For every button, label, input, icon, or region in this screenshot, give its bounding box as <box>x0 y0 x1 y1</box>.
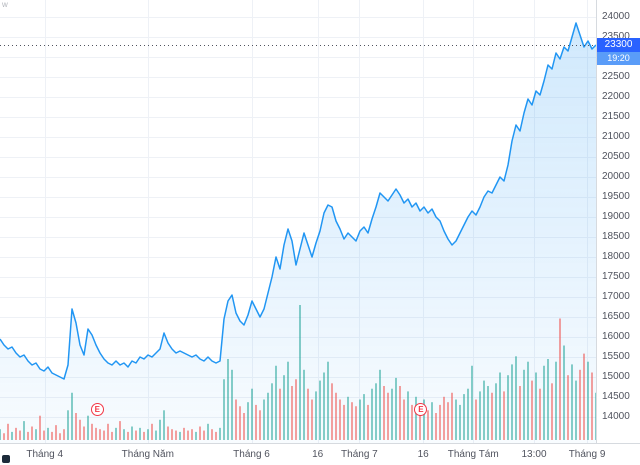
earnings-marker[interactable]: E <box>90 403 104 416</box>
price-tick-label: 18000 <box>602 251 630 262</box>
price-tick-label: 23500 <box>602 31 630 42</box>
bar-countdown-label: 19:20 <box>597 52 640 65</box>
watermark-text: w <box>2 0 8 9</box>
price-tick-label: 20000 <box>602 171 630 182</box>
price-tick-label: 21000 <box>602 131 630 142</box>
last-price-label: 23300 <box>597 38 640 52</box>
price-tick-label: 17000 <box>602 291 630 302</box>
time-tick-label: 16 <box>417 449 429 460</box>
time-tick-label: Tháng Năm <box>121 449 174 460</box>
time-axis[interactable]: Tháng 4 Tháng Năm Tháng 6 16 Tháng 7 16 Tháng … <box>0 443 640 465</box>
price-tick-label: 16500 <box>602 311 630 322</box>
price-tick-label: 22000 <box>602 91 630 102</box>
price-chart-canvas[interactable] <box>0 0 596 443</box>
price-tick-label: 16000 <box>602 331 630 342</box>
price-tick-label: 19500 <box>602 191 630 202</box>
price-tick-label: 18500 <box>602 231 630 242</box>
price-tick-label: 14000 <box>602 411 630 422</box>
time-tick-label: Tháng 6 <box>233 449 270 460</box>
price-tick-label: 17500 <box>602 271 630 282</box>
time-tick-label: Tháng 7 <box>341 449 378 460</box>
price-tick-label: 21500 <box>602 111 630 122</box>
time-tick-label: Tháng 4 <box>26 449 64 460</box>
price-tick-label: 15000 <box>602 371 630 382</box>
price-axis[interactable]: 2400023500230002250022000215002100020500… <box>596 0 640 443</box>
price-tick-label: 22500 <box>602 71 630 82</box>
price-tick-label: 14500 <box>602 391 630 402</box>
price-tick-label: 20500 <box>602 151 630 162</box>
price-tick-label: 19000 <box>602 211 630 222</box>
time-tick-label: Tháng 9 <box>568 449 606 460</box>
time-tick-label: Tháng Tám <box>447 449 499 460</box>
time-tick-label: 13:00 <box>521 449 547 460</box>
earnings-marker[interactable]: E <box>414 403 428 416</box>
time-tick-label: 16 <box>312 449 324 460</box>
price-tick-label: 15500 <box>602 351 630 362</box>
logo-mark <box>2 455 10 463</box>
price-tick-label: 24000 <box>602 11 630 22</box>
